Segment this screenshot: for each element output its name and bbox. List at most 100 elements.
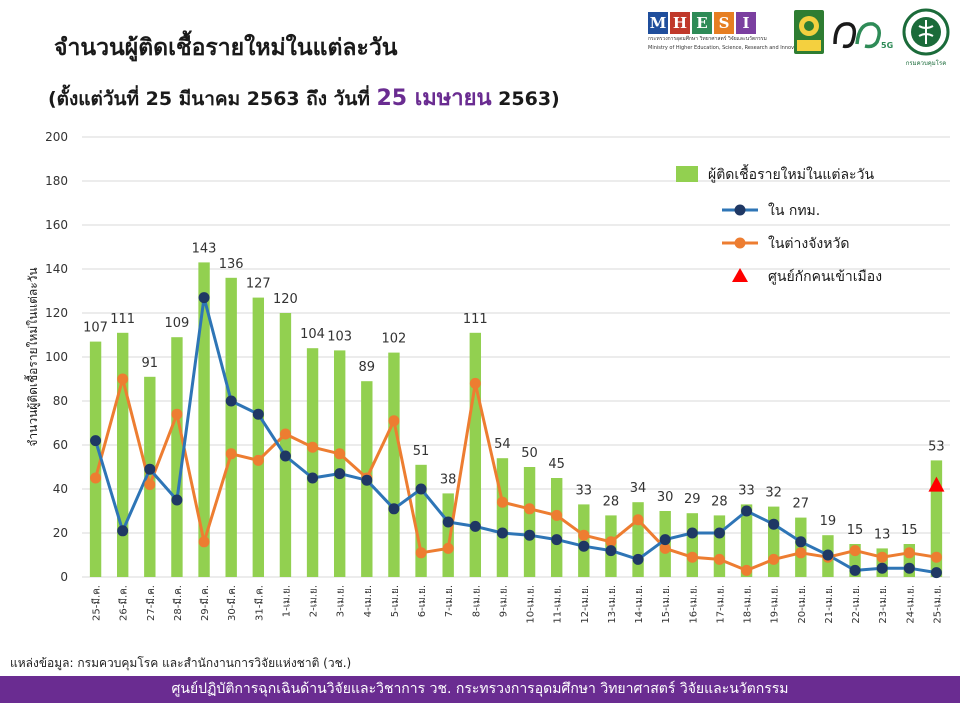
bar-data-label: 27: [793, 497, 810, 512]
y-tick-label: 160: [45, 218, 68, 232]
x-tick-label: 30-มี.ค.: [226, 585, 238, 621]
bkk-point: [307, 472, 319, 484]
bkk-point: [876, 562, 888, 574]
legend-label-quarantine: ศูนย์กักคนเข้าเมือง: [768, 268, 882, 285]
bar-data-label: 120: [273, 292, 298, 307]
province-point: [117, 373, 129, 385]
ddc-logo-text: กรมควบคุมโรค: [905, 60, 947, 67]
province-point: [632, 514, 644, 526]
x-tick-label: 15-เม.ย.: [661, 585, 672, 624]
bkk-point: [90, 435, 102, 447]
province-point: [252, 454, 264, 466]
province-point: [903, 547, 915, 559]
bar: [442, 493, 454, 577]
mhesi-line-en: Ministry of Higher Education, Science, R…: [648, 45, 807, 51]
y-tick-label: 140: [45, 262, 68, 276]
bar-data-label: 53: [928, 439, 945, 454]
bar: [116, 332, 129, 577]
x-tick-label: 12-เม.ย.: [580, 585, 591, 624]
x-tick-label: 26-มี.ค.: [118, 585, 130, 621]
x-tick-label: 19-เม.ย.: [770, 585, 781, 624]
bkk-point: [496, 527, 508, 539]
bkk-point: [713, 527, 725, 539]
province-point: [741, 564, 753, 576]
x-tick-label: 14-เม.ย.: [634, 585, 645, 624]
bkk-point: [524, 529, 536, 541]
bar-data-label: 107: [83, 321, 108, 336]
mhesi-letter: M: [648, 12, 668, 34]
province-point: [90, 472, 102, 484]
bkk-point: [171, 494, 183, 506]
x-tick-label: 16-เม.ย.: [688, 585, 699, 624]
bar: [903, 544, 916, 577]
nrct-logo: [794, 10, 824, 54]
subtitle-prefix: (ตั้งแต่วันที่ 25 มีนาคม 2563 ถึง วันที่: [48, 88, 377, 110]
subtitle-highlight-date: 25 เมษายน: [376, 86, 492, 111]
province-point: [768, 553, 780, 565]
x-tick-label: 27-มี.ค.: [145, 585, 157, 621]
bkk-point: [198, 292, 210, 304]
bar-data-label: 33: [738, 483, 755, 498]
bar: [496, 458, 509, 577]
legend-swatch-province-marker: [734, 237, 746, 249]
y-tick-label: 20: [53, 526, 68, 540]
bar: [632, 502, 644, 577]
bar: [849, 544, 861, 577]
mhesi-line-th: กระทรวงการอุดมศึกษา วิทยาศาสตร์ วิจัยและ…: [648, 36, 767, 42]
bar: [469, 332, 482, 577]
quarantine-point: [928, 476, 945, 492]
bkk-point: [442, 516, 454, 528]
x-tick-label: 11-เม.ย.: [553, 585, 564, 624]
province-point: [876, 551, 888, 563]
bkk-line: [94, 296, 937, 575]
province-point: [334, 448, 346, 460]
province-point: [849, 545, 861, 557]
province-point: [686, 551, 698, 563]
bar-data-label: 103: [327, 329, 352, 344]
x-tick-label: 18-เม.ย.: [743, 585, 754, 624]
y-axis-label: จำนวนผู้ติดเชื้อรายใหม่ในแต่ละวัน: [24, 267, 41, 446]
x-tick-label: 5-เม.ย.: [390, 585, 401, 617]
bkk-point: [469, 520, 481, 532]
seventy-badge: 5G: [881, 41, 893, 50]
x-tick-label: 29-มี.ค.: [199, 585, 211, 621]
bar-series: [89, 262, 943, 577]
bkk-point: [117, 525, 129, 537]
bar: [930, 460, 943, 577]
y-tick-label: 120: [45, 306, 68, 320]
bar: [144, 376, 156, 577]
bar: [415, 464, 427, 577]
bar-data-label: 33: [576, 483, 593, 498]
bkk-point: [388, 503, 400, 515]
y-tick-label: 80: [53, 394, 68, 408]
seventy-years-logo: 5G: [833, 22, 893, 50]
bar: [225, 277, 237, 577]
bar-data-label: 38: [440, 472, 457, 487]
bkk-point: [605, 545, 617, 557]
bar-data-label: 45: [548, 457, 565, 472]
mhesi-letter: E: [692, 12, 712, 34]
y-tick-label: 100: [45, 350, 68, 364]
province-point: [442, 542, 454, 554]
chart-legend: ผู้ติดเชื้อรายใหม่ในแต่ละวัน ใน กทม. ในต…: [676, 164, 882, 285]
bkk-point: [822, 549, 834, 561]
province-point: [388, 415, 400, 427]
province-point: [198, 536, 210, 548]
bkk-point: [686, 527, 698, 539]
x-tick-label: 3-เม.ย.: [336, 585, 347, 617]
x-tick-label: 25-มี.ค.: [91, 585, 103, 621]
bkk-point: [361, 474, 373, 486]
bar-data-label: 15: [901, 523, 918, 538]
x-tick-label: 10-เม.ย.: [526, 585, 537, 624]
x-tick-label: 22-เม.ย.: [851, 585, 862, 624]
y-tick-label: 180: [45, 174, 68, 188]
line-markers: [90, 292, 945, 579]
bar-data-label: 19: [820, 514, 837, 529]
legend-swatch-bkk-marker: [734, 204, 746, 216]
bkk-point: [903, 562, 915, 574]
legend-swatch-quarantine: [732, 268, 748, 282]
bar-data-label: 28: [711, 494, 728, 509]
mhesi-letter: S: [714, 12, 734, 34]
